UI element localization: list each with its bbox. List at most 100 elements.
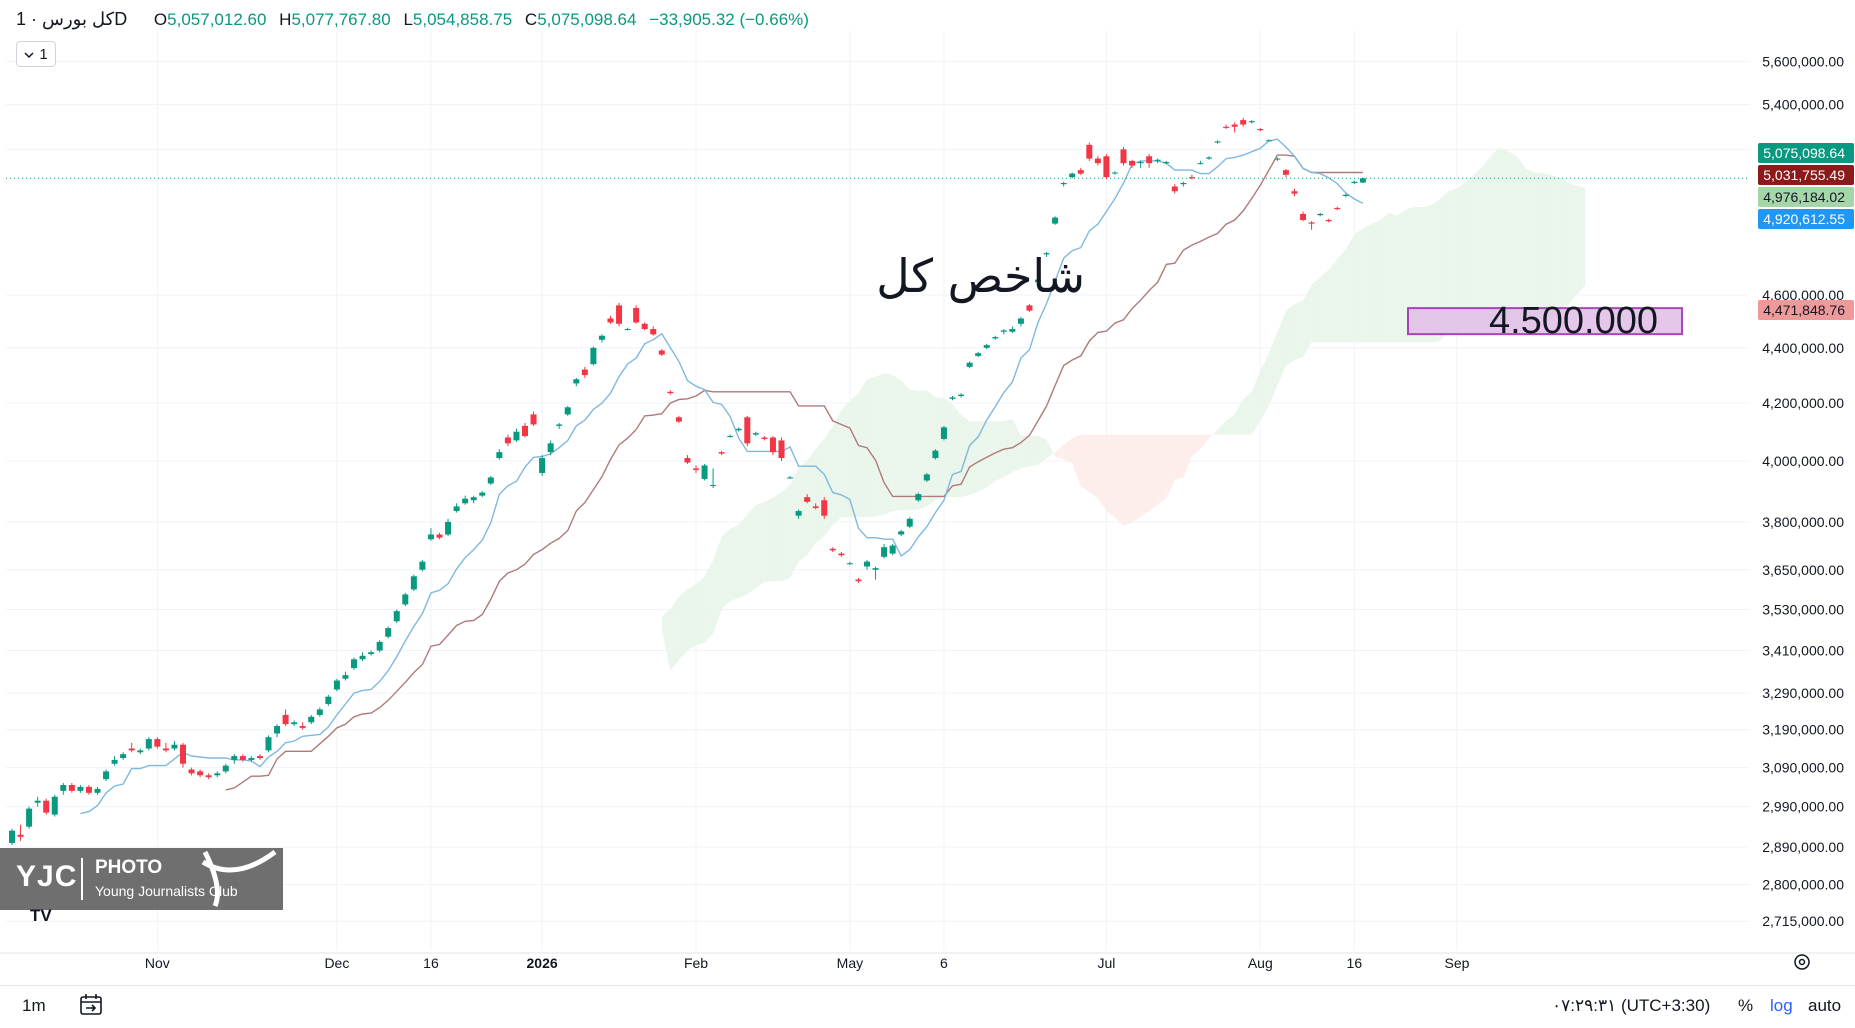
candle-body — [256, 756, 263, 758]
candle-body — [1026, 305, 1033, 311]
cloud-segment — [1431, 199, 1440, 343]
cloud-segment — [867, 376, 876, 518]
candle-body — [103, 771, 110, 780]
close-value: 5,075,098.64 — [537, 10, 637, 29]
candle-body — [949, 397, 956, 399]
price-label: 4,976,184.02 — [1763, 189, 1845, 205]
candle-body — [231, 756, 238, 760]
candle-body — [1325, 219, 1332, 222]
candle-body — [864, 561, 870, 567]
candle-body — [85, 786, 92, 793]
cloud-segment — [1337, 249, 1346, 343]
candle-body — [453, 506, 460, 512]
cloud-segment — [1097, 434, 1107, 511]
price-axis[interactable]: 5,600,000.005,400,000.005,200,000.004,60… — [1762, 53, 1844, 929]
candle-body — [650, 329, 657, 335]
candle-body — [872, 568, 879, 570]
cloud-segment — [1123, 434, 1133, 526]
y-tick-label: 2,990,000.00 — [1762, 799, 1844, 815]
candle-body — [282, 714, 289, 725]
cloud-segment — [1328, 259, 1338, 343]
cloud-segment — [1474, 166, 1483, 328]
cloud-segment — [926, 390, 936, 507]
percent-toggle[interactable]: % — [1738, 996, 1754, 1015]
open-value: 5,057,012.60 — [167, 10, 267, 29]
candle-body — [197, 771, 204, 776]
price-labels: 5,075,098.64 5,031,755.49 4,976,184.02 4,92… — [1758, 143, 1854, 320]
candle-body — [769, 437, 776, 453]
candle-body — [701, 465, 708, 479]
candle-body — [556, 424, 563, 426]
y-tick-label: 4,600,000.00 — [1762, 287, 1844, 303]
symbol-title[interactable]: کل بورس · 1D — [16, 9, 128, 29]
candle-body — [504, 437, 511, 444]
candle-body — [923, 474, 930, 481]
candle-body — [1137, 162, 1144, 164]
candle-body — [1206, 157, 1212, 159]
candle-body — [1000, 330, 1007, 332]
cloud-segment — [1482, 155, 1492, 328]
cloud-segment — [1320, 269, 1329, 343]
cloud-segment — [790, 467, 799, 578]
price-label: 4,471,848.76 — [1763, 302, 1845, 318]
candle-body — [778, 440, 785, 459]
x-tick-label: Jul — [1097, 955, 1115, 971]
candle-body — [598, 335, 605, 340]
candle-body — [248, 757, 255, 760]
y-tick-label: 2,715,000.00 — [1762, 913, 1844, 929]
series-toggle-button[interactable]: 1 — [16, 41, 56, 67]
range-button[interactable]: 1m — [22, 996, 46, 1015]
candle-body — [983, 345, 990, 348]
cloud-segment — [1038, 435, 1047, 465]
candle-body — [1103, 156, 1110, 178]
watermark-brand: YJC — [16, 860, 78, 893]
settings-gear-icon[interactable] — [1792, 952, 1812, 977]
candle-body — [1240, 120, 1247, 125]
candle-body — [966, 362, 973, 367]
candle-body — [684, 458, 691, 463]
cloud-segment — [755, 502, 765, 588]
goto-date-icon[interactable] — [78, 992, 106, 1023]
candle-body — [573, 379, 580, 384]
log-toggle[interactable]: log — [1770, 996, 1793, 1015]
cloud-segment — [1508, 151, 1517, 328]
candle-body — [607, 318, 614, 323]
candle-body — [51, 796, 58, 815]
y-tick-label: 3,410,000.00 — [1762, 643, 1844, 659]
candle-body — [718, 452, 725, 454]
candle-body — [906, 518, 913, 527]
price-label-bg — [1758, 165, 1854, 185]
price-label-bg — [1758, 300, 1854, 320]
high-label: H — [279, 10, 292, 29]
cloud-segment — [1200, 434, 1209, 450]
x-tick-label: Sep — [1444, 955, 1469, 971]
candle-body — [547, 443, 554, 453]
cloud-segment — [772, 492, 782, 582]
candle-body — [351, 659, 357, 669]
y-tick-label: 5,400,000.00 — [1762, 97, 1844, 113]
auto-toggle[interactable]: auto — [1808, 996, 1842, 1015]
cloud-segment — [1080, 434, 1090, 492]
candle-body — [812, 506, 819, 508]
ichimoku-cloud — [661, 147, 1586, 671]
x-tick-label: Feb — [684, 955, 708, 971]
candle-body — [1180, 182, 1187, 185]
target-box — [1407, 307, 1683, 336]
candle-body — [539, 458, 546, 473]
candle-body — [265, 737, 272, 751]
candle-body — [821, 500, 828, 516]
cloud-segment — [969, 421, 979, 495]
cloud-segment — [661, 609, 671, 671]
x-tick-label: Aug — [1248, 955, 1273, 971]
cloud-segment — [1465, 174, 1475, 328]
time-axis[interactable]: Nov Dec 16 2026 Feb May 6 Jul Aug 16 Sep — [145, 955, 1470, 971]
candle-body — [1351, 181, 1358, 183]
candle-body — [727, 436, 734, 438]
candle-body — [1111, 172, 1118, 174]
clock-time[interactable]: ۰۷:۲۹:۳۱ (UTC+3:30) — [1552, 996, 1711, 1015]
cloud-segment — [1132, 434, 1141, 523]
cloud-segment — [1542, 173, 1551, 318]
candle-body — [68, 784, 75, 791]
